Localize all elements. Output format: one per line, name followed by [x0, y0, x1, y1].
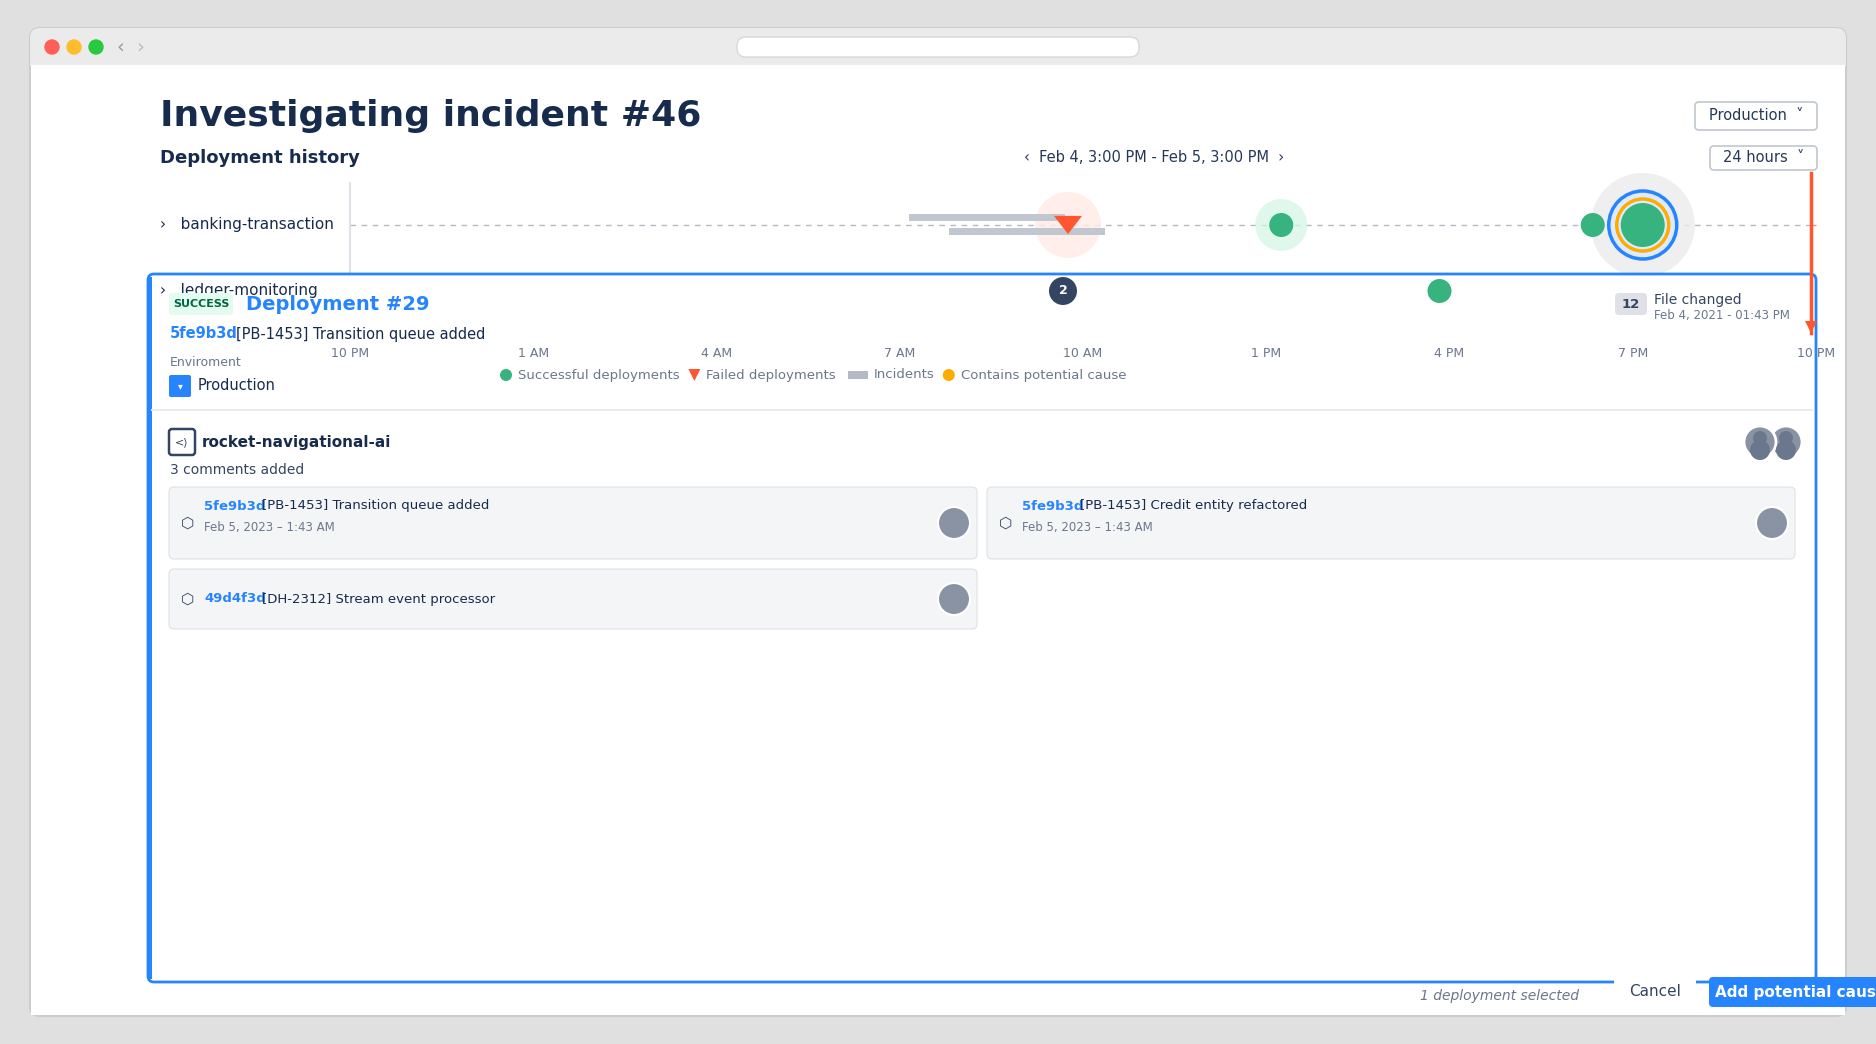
Text: Contains potential cause: Contains potential cause	[961, 369, 1126, 381]
Circle shape	[1778, 431, 1793, 445]
Polygon shape	[1805, 321, 1818, 333]
Text: [DH-2312] Stream event processor: [DH-2312] Stream event processor	[263, 593, 495, 606]
Circle shape	[1581, 213, 1604, 237]
Circle shape	[1049, 277, 1077, 305]
Circle shape	[1591, 173, 1694, 277]
Circle shape	[1769, 426, 1803, 458]
Text: Feb 4, 2021 - 01:43 PM: Feb 4, 2021 - 01:43 PM	[1655, 309, 1790, 323]
Text: 24 hours  ˅: 24 hours ˅	[1722, 150, 1805, 166]
Text: ⬡: ⬡	[182, 592, 195, 607]
Text: 2: 2	[1058, 285, 1067, 298]
Text: Investigating incident #46: Investigating incident #46	[159, 99, 702, 133]
Circle shape	[1621, 203, 1664, 247]
FancyBboxPatch shape	[1613, 977, 1696, 1007]
Circle shape	[938, 583, 970, 615]
Text: Deployment #29: Deployment #29	[246, 294, 430, 313]
Circle shape	[88, 40, 103, 54]
Text: [PB-1453] Transition queue added: [PB-1453] Transition queue added	[263, 499, 490, 513]
Text: 12: 12	[1623, 298, 1640, 310]
Bar	[949, 228, 1105, 235]
Circle shape	[1428, 279, 1452, 303]
Circle shape	[938, 507, 970, 539]
Text: ›: ›	[137, 38, 144, 56]
Text: Production: Production	[199, 379, 276, 394]
FancyBboxPatch shape	[30, 28, 1846, 66]
Text: ⬡: ⬡	[182, 516, 195, 530]
Text: Enviroment: Enviroment	[171, 356, 242, 369]
Circle shape	[68, 40, 81, 54]
Circle shape	[1756, 507, 1788, 539]
Text: Failed deployments: Failed deployments	[707, 369, 837, 381]
Text: Incidents: Incidents	[874, 369, 934, 381]
Text: <⟩: <⟩	[174, 437, 189, 447]
Text: 5fe9b3d: 5fe9b3d	[171, 327, 238, 341]
Text: ›   ledger-monitoring: › ledger-monitoring	[159, 284, 317, 299]
Text: 7 AM: 7 AM	[884, 347, 915, 360]
Text: 49d4f3d: 49d4f3d	[204, 593, 266, 606]
FancyBboxPatch shape	[1696, 102, 1818, 130]
Text: Production  ˅: Production ˅	[1709, 109, 1803, 123]
Polygon shape	[688, 369, 700, 381]
Text: 1 AM: 1 AM	[518, 347, 550, 360]
Text: ▾: ▾	[178, 381, 182, 392]
Circle shape	[1750, 440, 1769, 460]
FancyBboxPatch shape	[1711, 146, 1818, 170]
Circle shape	[1270, 213, 1293, 237]
Circle shape	[1610, 191, 1677, 259]
FancyBboxPatch shape	[30, 28, 1846, 1016]
FancyBboxPatch shape	[148, 274, 1816, 982]
Text: ‹: ‹	[116, 38, 124, 56]
Text: Deployment history: Deployment history	[159, 149, 360, 167]
Text: 4 PM: 4 PM	[1435, 347, 1465, 360]
Text: [PB-1453] Credit entity refactored: [PB-1453] Credit entity refactored	[1081, 499, 1308, 513]
Bar	[848, 371, 869, 379]
FancyBboxPatch shape	[169, 569, 977, 628]
Bar	[908, 214, 1066, 221]
Circle shape	[45, 40, 58, 54]
Text: ‹  Feb 4, 3:00 PM - Feb 5, 3:00 PM  ›: ‹ Feb 4, 3:00 PM - Feb 5, 3:00 PM ›	[1024, 150, 1283, 166]
Circle shape	[1255, 199, 1308, 251]
Text: Cancel: Cancel	[1628, 984, 1681, 999]
Text: 10 PM: 10 PM	[1797, 347, 1835, 360]
Text: 5fe9b3d: 5fe9b3d	[1022, 499, 1082, 513]
FancyBboxPatch shape	[169, 375, 191, 397]
FancyBboxPatch shape	[987, 487, 1795, 559]
Text: 1 PM: 1 PM	[1251, 347, 1281, 360]
Text: 10 PM: 10 PM	[330, 347, 370, 360]
Text: Feb 5, 2023 – 1:43 AM: Feb 5, 2023 – 1:43 AM	[204, 522, 334, 535]
Text: 4 AM: 4 AM	[702, 347, 732, 360]
Text: ⬡: ⬡	[1000, 516, 1013, 530]
Text: 1 deployment selected: 1 deployment selected	[1420, 989, 1580, 1003]
Text: [PB-1453] Transition queue added: [PB-1453] Transition queue added	[236, 327, 486, 341]
Circle shape	[1752, 431, 1767, 445]
Text: Feb 5, 2023 – 1:43 AM: Feb 5, 2023 – 1:43 AM	[1022, 522, 1152, 535]
Text: ›   banking-transaction: › banking-transaction	[159, 217, 334, 233]
Text: 5fe9b3d: 5fe9b3d	[204, 499, 265, 513]
Bar	[30, 47, 1846, 66]
FancyBboxPatch shape	[1615, 293, 1647, 315]
Text: Successful deployments: Successful deployments	[518, 369, 679, 381]
Polygon shape	[1054, 216, 1082, 234]
Text: 10 AM: 10 AM	[1064, 347, 1103, 360]
Text: 7 PM: 7 PM	[1617, 347, 1647, 360]
Circle shape	[1777, 440, 1795, 460]
Text: Add potential causes: Add potential causes	[1715, 984, 1876, 999]
FancyBboxPatch shape	[1709, 977, 1876, 1007]
Circle shape	[1745, 426, 1777, 458]
Text: File changed: File changed	[1655, 293, 1741, 307]
Text: SUCCESS: SUCCESS	[173, 299, 229, 309]
Text: rocket-navigational-ai: rocket-navigational-ai	[203, 434, 392, 450]
Circle shape	[501, 369, 512, 381]
Circle shape	[944, 369, 955, 381]
Circle shape	[1036, 192, 1101, 258]
Bar	[148, 277, 152, 979]
FancyBboxPatch shape	[169, 487, 977, 559]
Text: 3 comments added: 3 comments added	[171, 462, 304, 477]
FancyBboxPatch shape	[169, 293, 233, 315]
FancyBboxPatch shape	[737, 37, 1139, 57]
